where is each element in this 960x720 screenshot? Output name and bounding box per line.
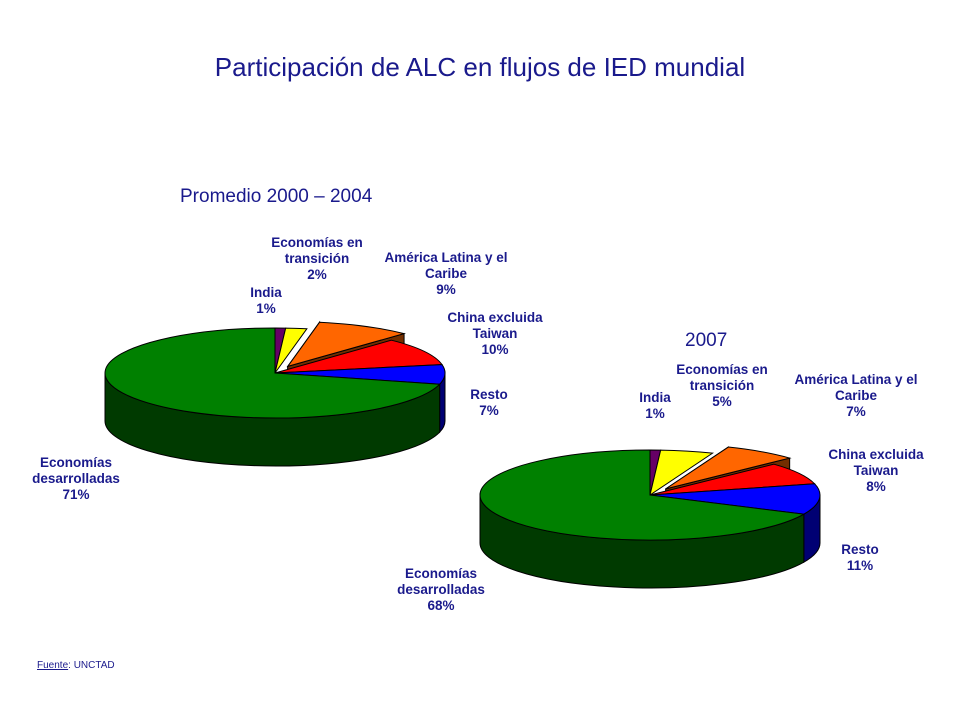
source-label: Fuente <box>37 660 69 671</box>
label-china-2007: China excluida Taiwan 8% <box>828 447 924 494</box>
source-note: Fuente: UNCTAD <box>37 660 115 671</box>
label-resto-2000-2004: Resto 7% <box>470 387 508 418</box>
pie-chart-2007 <box>479 446 821 589</box>
slice-economias-en-transicion-2000-2004 <box>274 327 308 374</box>
slice-america-latina-y-el-caribe-2007 <box>665 446 792 490</box>
chart-title: Participación de ALC en flujos de IED mu… <box>214 52 746 82</box>
label-desarrolladas-2000-2004: Economías desarrolladas 71% <box>32 455 120 502</box>
label-desarrolladas-2007: Economías desarrolladas 68% <box>397 566 485 613</box>
slice-economias-en-transicion-2007 <box>649 449 715 497</box>
chart-subtitle-2000-2004: Promedio 2000 – 2004 <box>180 186 373 207</box>
label-transicion-2000-2004: Economías en transición 2% <box>271 235 363 282</box>
label-alc-2000-2004: América Latina y el Caribe 9% <box>384 250 508 297</box>
slice-america-latina-y-el-caribe-2000-2004 <box>286 321 407 368</box>
label-india-2000-2004: India 1% <box>250 285 282 316</box>
source-text: : UNCTAD <box>68 660 115 671</box>
chart-subtitle-2007: 2007 <box>685 330 728 351</box>
slice-economias-desarrolladas-2000-2004 <box>104 327 441 419</box>
label-india-2007: India 1% <box>639 390 671 421</box>
label-china-2000-2004: China excluida Taiwan 10% <box>447 310 543 357</box>
label-transicion-2007: Economías en transición 5% <box>676 362 768 409</box>
label-alc-2007: América Latina y el Caribe 7% <box>794 372 918 419</box>
slice-resto-2007 <box>649 483 821 515</box>
pie-chart-2000-2004 <box>104 320 446 467</box>
label-resto-2007: Resto 11% <box>841 542 879 573</box>
slice-china-excluida-taiwan-2000-2004 <box>274 339 443 374</box>
slice-economias-desarrolladas-2007 <box>479 449 806 541</box>
